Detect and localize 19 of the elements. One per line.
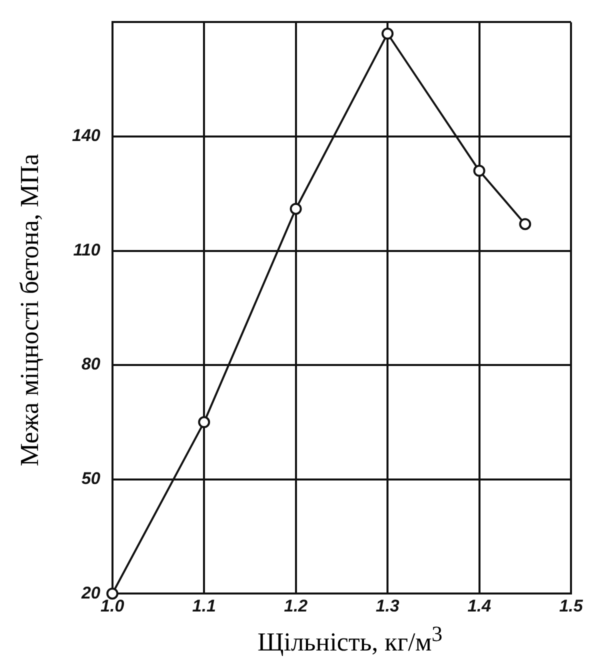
y-tick-label: 80: [81, 354, 101, 374]
point: [106, 588, 118, 600]
x-axis-title: Щільність, кг/м$^{3}$: [256, 622, 444, 658]
y-tick-label: 110: [73, 240, 101, 260]
point: [382, 28, 394, 40]
x-tick-label: 1.3: [376, 596, 400, 616]
x-tick-label: 1.0: [100, 596, 125, 616]
y-axis-title: Межа міцності бетона, МПа: [15, 154, 45, 466]
x-tick-label: 1.1: [192, 596, 216, 616]
point: [519, 218, 532, 230]
x-tick-label: 1.2: [284, 596, 308, 616]
point: [198, 416, 210, 428]
y-tick-label: 20: [80, 583, 101, 602]
point: [473, 164, 486, 177]
x-tick-label: 1.4: [467, 596, 492, 616]
y-tick-label: 140: [72, 126, 101, 146]
x-tick-label: 1.5: [559, 596, 584, 616]
point: [290, 202, 302, 215]
y-tick-label: 50: [81, 469, 101, 488]
